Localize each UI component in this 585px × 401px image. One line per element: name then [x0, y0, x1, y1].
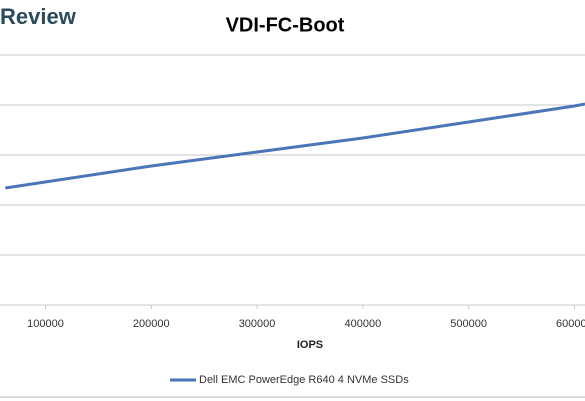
x-tick-label: 400000: [344, 318, 381, 330]
x-axis-label: IOPS: [297, 339, 323, 351]
x-tick-label: 600000: [556, 318, 585, 330]
legend-label: Dell EMC PowerEdge R640 4 NVMe SSDs: [199, 374, 409, 386]
chart-title: VDI-FC-Boot: [226, 14, 345, 36]
x-tick-label: 500000: [450, 318, 487, 330]
x-tick-label: 200000: [133, 318, 170, 330]
x-tick-label: 300000: [239, 318, 276, 330]
data-line: [5, 102, 585, 190]
x-tick-label: 100000: [27, 318, 64, 330]
logo: Review: [0, 4, 77, 29]
